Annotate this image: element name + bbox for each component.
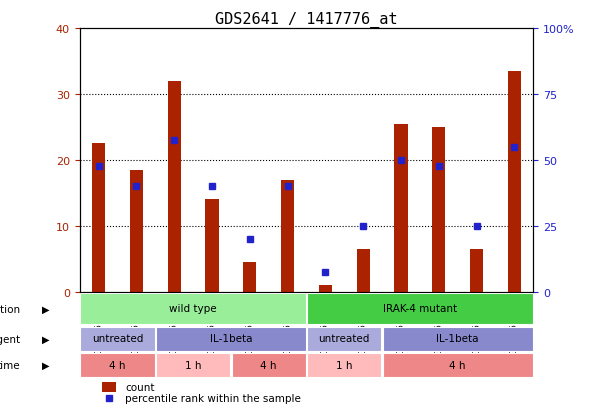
Text: 1 h: 1 h xyxy=(185,360,201,370)
FancyBboxPatch shape xyxy=(80,327,154,351)
Bar xyxy=(130,170,143,292)
Bar xyxy=(102,382,116,392)
Text: untreated: untreated xyxy=(319,333,370,344)
Text: IL-1beta: IL-1beta xyxy=(210,333,252,344)
FancyBboxPatch shape xyxy=(307,354,381,377)
Text: 4 h: 4 h xyxy=(449,360,466,370)
FancyBboxPatch shape xyxy=(307,327,381,351)
Bar xyxy=(167,81,181,292)
Bar xyxy=(470,249,483,292)
FancyBboxPatch shape xyxy=(80,294,306,324)
Text: IL-1beta: IL-1beta xyxy=(436,333,479,344)
Title: GDS2641 / 1417776_at: GDS2641 / 1417776_at xyxy=(215,12,398,28)
Text: genotype/variation: genotype/variation xyxy=(0,304,21,314)
Text: 1 h: 1 h xyxy=(336,360,352,370)
Bar xyxy=(92,144,105,292)
Text: count: count xyxy=(125,382,154,392)
Bar xyxy=(394,124,408,292)
Text: 4 h: 4 h xyxy=(109,360,126,370)
Text: ▶: ▶ xyxy=(42,360,50,370)
Bar xyxy=(205,200,219,292)
Text: 4 h: 4 h xyxy=(261,360,277,370)
Bar xyxy=(281,180,294,292)
Text: agent: agent xyxy=(0,334,21,344)
Bar xyxy=(432,128,446,292)
Text: percentile rank within the sample: percentile rank within the sample xyxy=(125,393,301,403)
FancyBboxPatch shape xyxy=(232,354,306,377)
FancyBboxPatch shape xyxy=(156,327,306,351)
Bar xyxy=(508,72,521,292)
Text: wild type: wild type xyxy=(169,303,217,313)
Text: ▶: ▶ xyxy=(42,334,50,344)
FancyBboxPatch shape xyxy=(383,327,533,351)
FancyBboxPatch shape xyxy=(383,354,533,377)
Text: ▶: ▶ xyxy=(42,304,50,314)
Text: time: time xyxy=(0,360,21,370)
Text: untreated: untreated xyxy=(92,333,143,344)
Text: IRAK-4 mutant: IRAK-4 mutant xyxy=(383,303,457,313)
FancyBboxPatch shape xyxy=(307,294,533,324)
Bar xyxy=(243,262,256,292)
Bar xyxy=(357,249,370,292)
FancyBboxPatch shape xyxy=(80,354,154,377)
Bar xyxy=(319,285,332,292)
FancyBboxPatch shape xyxy=(156,354,230,377)
